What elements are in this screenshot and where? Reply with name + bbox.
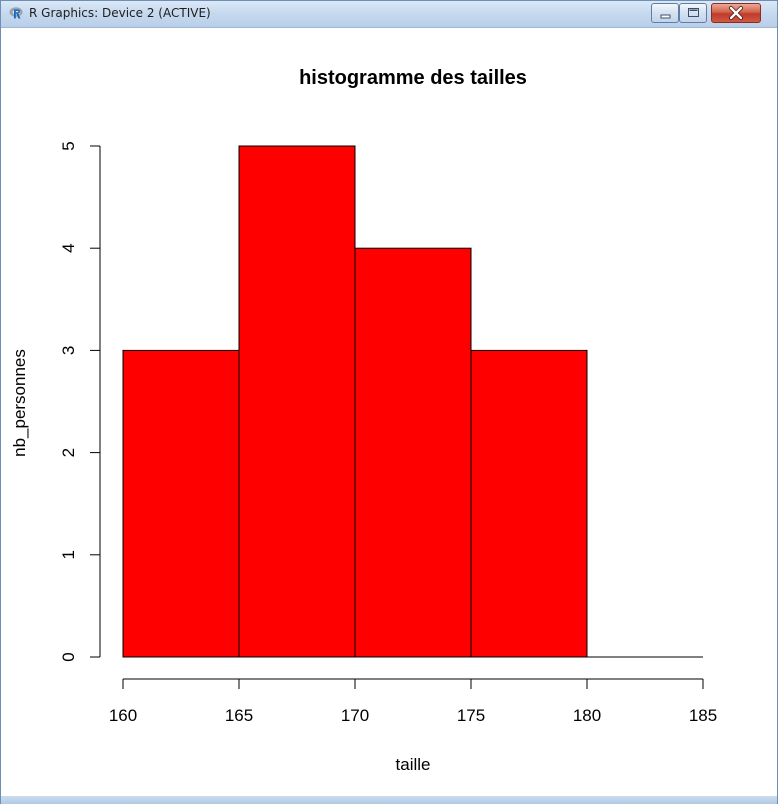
histogram-chart: histogramme des tailles taille nb_person…	[10, 67, 717, 774]
y-axis-label: nb_personnes	[10, 349, 29, 457]
maximize-button[interactable]	[679, 3, 707, 23]
x-axis-label: taille	[396, 755, 431, 774]
r-logo-icon	[9, 6, 23, 20]
minimize-icon	[660, 14, 671, 19]
maximize-icon	[688, 8, 699, 17]
histogram-bar	[122, 349, 240, 658]
x-tick-label: 170	[341, 706, 369, 725]
histogram-bar	[238, 145, 356, 658]
y-tick-label: 4	[59, 243, 78, 252]
x-tick-label: 165	[225, 706, 253, 725]
y-tick-label: 2	[59, 448, 78, 457]
plot-area: histogramme des tailles taille nb_person…	[1, 28, 777, 796]
x-tick-label: 160	[109, 706, 137, 725]
close-icon	[729, 6, 743, 20]
chart-title: histogramme des tailles	[299, 67, 527, 89]
window-bottom-border	[1, 796, 777, 804]
y-axis: 0 1 2 3 4 5	[59, 141, 101, 662]
histogram-bar	[354, 247, 472, 658]
x-tick-label: 175	[457, 706, 485, 725]
histogram-bar	[470, 349, 588, 658]
minimize-button[interactable]	[651, 3, 679, 23]
bars-group	[122, 145, 703, 658]
x-axis: 160 165 170 175 180 185	[109, 678, 717, 725]
x-tick-label: 180	[573, 706, 601, 725]
close-button[interactable]	[711, 3, 761, 23]
y-tick-label: 5	[59, 141, 78, 150]
y-tick-label: 0	[59, 652, 78, 661]
y-tick-label: 3	[59, 346, 78, 355]
y-tick-label: 1	[59, 550, 78, 559]
window-title: R Graphics: Device 2 (ACTIVE)	[29, 6, 211, 20]
title-bar[interactable]: R Graphics: Device 2 (ACTIVE)	[1, 1, 777, 28]
x-tick-label: 185	[689, 706, 717, 725]
